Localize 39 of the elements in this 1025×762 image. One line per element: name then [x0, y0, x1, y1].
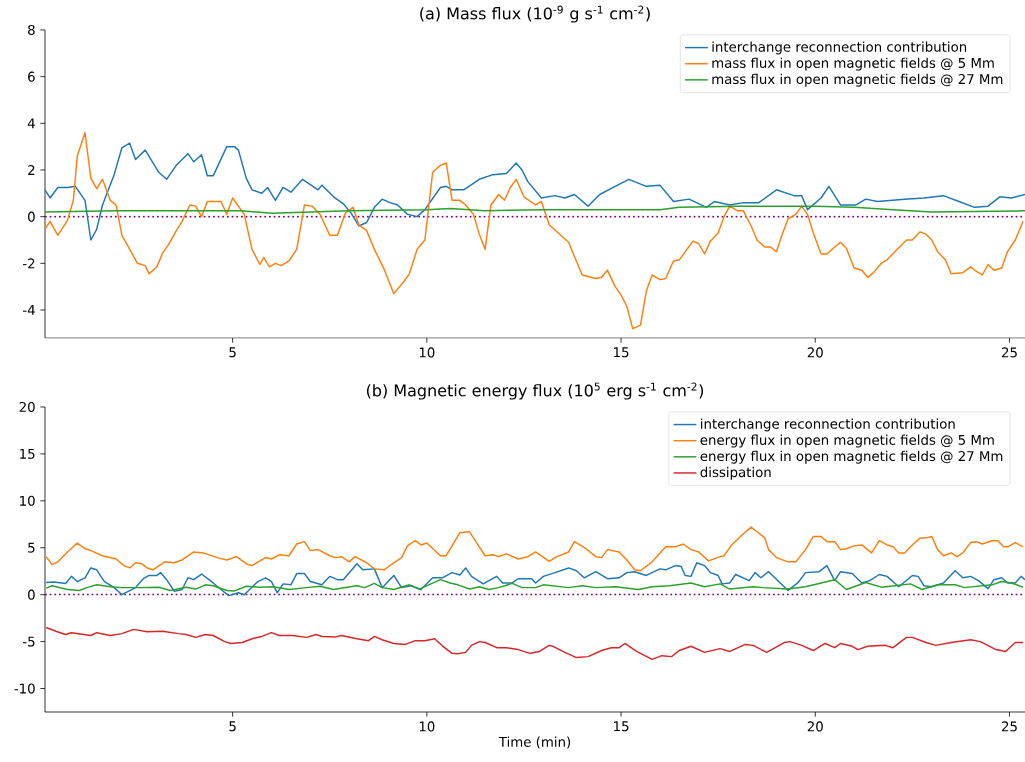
- y-tick-label: 20: [19, 401, 35, 413]
- chart-title: (a) Mass flux (10$^{-9}$ g s$^{-1}$ cm$^{-2}$): [420, 5, 650, 23]
- legend-label: energy flux in open magnetic fields @ 27 Mm: [700, 450, 1003, 464]
- x-axis-title: Time (min): [498, 736, 571, 749]
- x-tick-label: 20: [807, 721, 823, 732]
- legend-label: mass flux in open magnetic fields @ 27 Mm: [712, 73, 1003, 87]
- line-series: [45, 526, 1024, 572]
- y-tick-label: 0: [28, 589, 35, 600]
- y-tick-label: -4: [22, 305, 35, 315]
- chart-title: (b) Magnetic energy flux (10$^{5}$ erg s$^{-1}$ cm$^{-2}$): [366, 382, 704, 400]
- line-series: [45, 626, 1024, 661]
- legend-label: mass flux in open magnetic fields @ 5 Mm: [712, 57, 994, 71]
- x-tick-label: 5: [229, 347, 236, 358]
- legend-label: interchange reconnection contribution: [712, 41, 967, 55]
- x-tick-label: 15: [614, 721, 629, 732]
- legend-label: energy flux in open magnetic fields @ 5 Mm: [700, 434, 994, 448]
- y-tick-label: -2: [22, 258, 35, 269]
- y-tick-label: 0: [28, 211, 35, 222]
- y-tick-label: -5: [22, 636, 35, 647]
- y-tick-label: 10: [20, 495, 35, 506]
- y-tick-label: 6: [28, 71, 35, 82]
- line-series: [45, 578, 1024, 592]
- x-tick-label: 5: [229, 721, 236, 732]
- x-tick-label: 10: [419, 721, 435, 732]
- y-tick-label: -10: [14, 683, 35, 694]
- x-tick-label: 25: [1001, 347, 1017, 358]
- y-tick-label: 5: [28, 542, 35, 553]
- line-series: [45, 562, 1025, 597]
- y-tick-label: 2: [28, 165, 35, 175]
- line-series: [45, 142, 1025, 241]
- x-tick-label: 20: [807, 347, 823, 358]
- y-tick-label: 8: [28, 24, 35, 36]
- x-tick-label: 25: [1001, 721, 1017, 732]
- legend-label: interchange reconnection contribution: [701, 418, 955, 432]
- x-tick-label: 15: [614, 347, 629, 358]
- legend-label: dissipation: [700, 466, 771, 480]
- y-tick-label: 4: [27, 118, 35, 129]
- y-tick-label: 15: [20, 448, 35, 459]
- x-tick-label: 10: [419, 347, 435, 358]
